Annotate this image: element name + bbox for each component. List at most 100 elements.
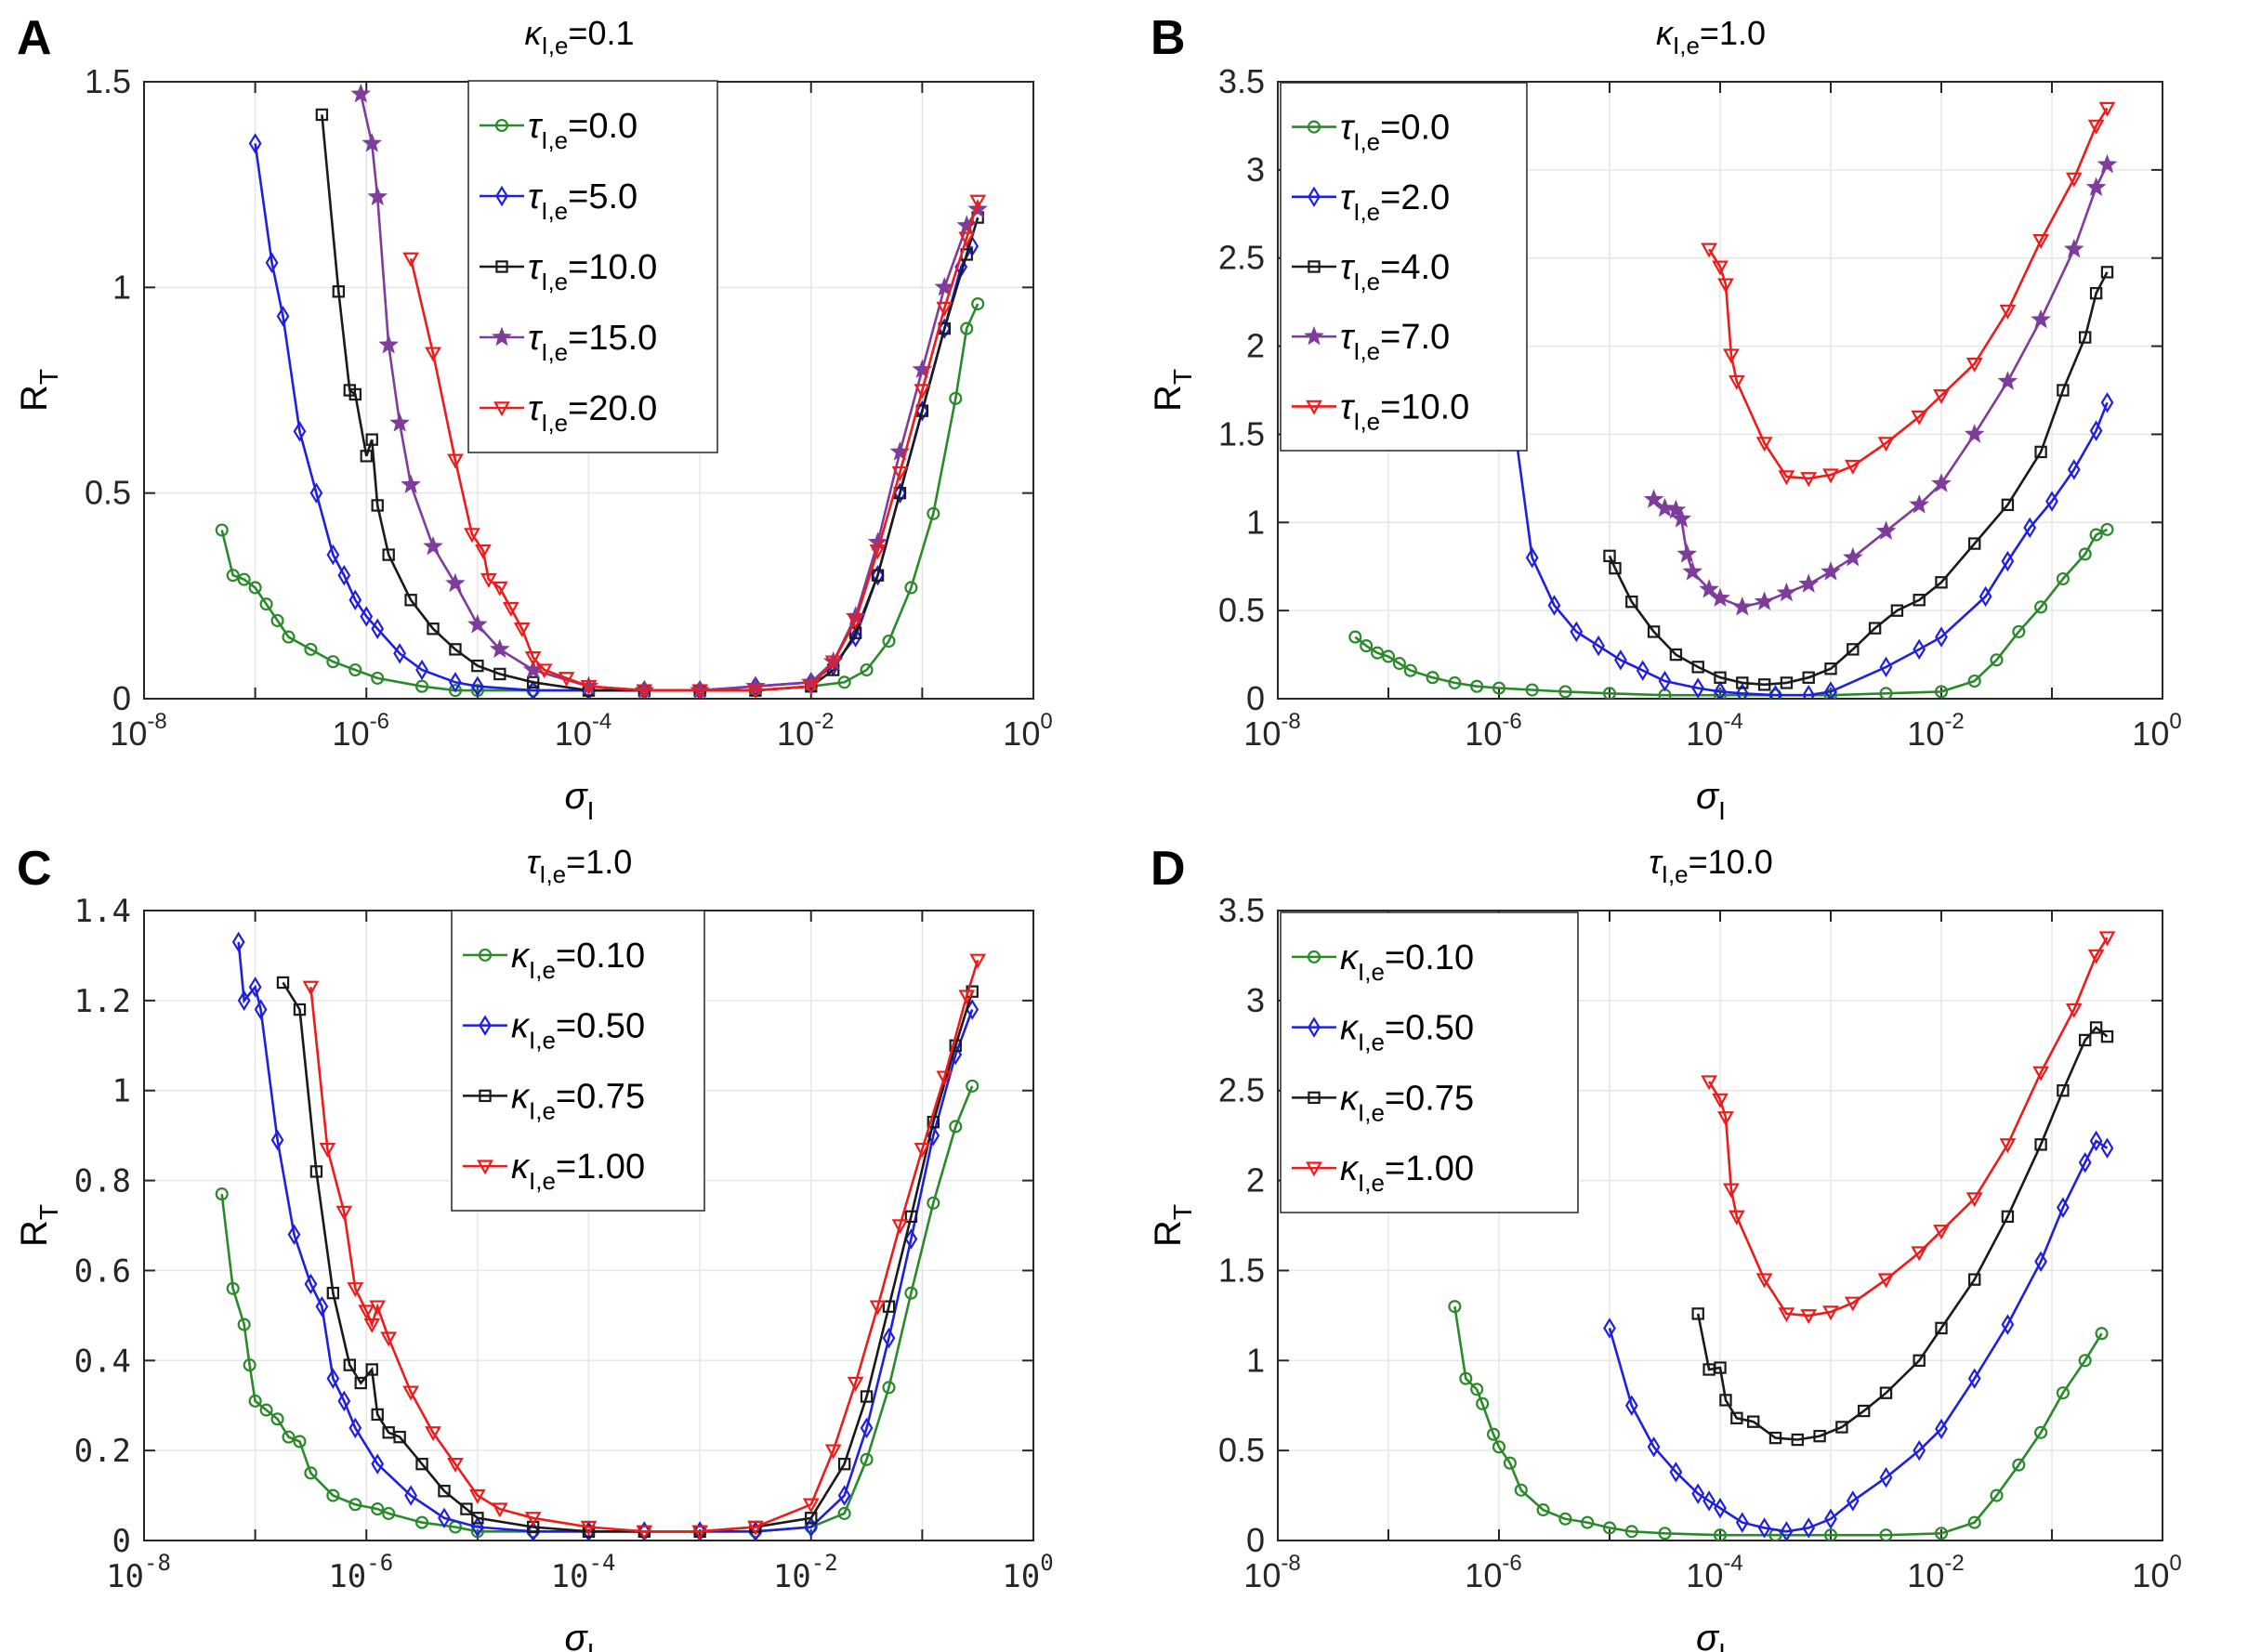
data-point [2032, 234, 2049, 250]
data-point [1990, 653, 2004, 667]
data-point [1857, 1404, 1871, 1418]
x-tick-label: 10-6 [1465, 709, 1521, 753]
data-point [1757, 1517, 1771, 1539]
data-point [2089, 1130, 2103, 1152]
data-point [2057, 1084, 2070, 1097]
data-point [460, 1502, 473, 1515]
data-point [380, 1331, 398, 1347]
data-point [1798, 573, 1820, 593]
data-point [1822, 1305, 1839, 1321]
data-point [747, 1520, 764, 1536]
data-point [447, 453, 464, 469]
data-point [302, 980, 320, 996]
data-point [2067, 459, 2081, 480]
data-point [2057, 384, 2070, 397]
data-point [1844, 1296, 1861, 1312]
legend-entry: κI,e=1.00 [1340, 1149, 1474, 1197]
legend: τI,e=0.0 τI,e=5.0 τI,e=10.0 τI,e=15.0 τI,e=2… [467, 80, 718, 453]
data-point [837, 1506, 851, 1520]
data-point [1514, 1483, 1528, 1497]
legend-entry: κI,e=0.50 [511, 1007, 645, 1055]
data-point [1348, 630, 1362, 644]
data-point [871, 565, 885, 586]
data-point [1735, 683, 1749, 699]
series-line [409, 201, 979, 692]
series-black [315, 108, 984, 697]
data-point [882, 1327, 896, 1349]
data-point [231, 931, 245, 953]
panel-letter: B [1150, 11, 1186, 65]
series-red [1701, 101, 2116, 488]
data-point [1735, 1512, 1749, 1533]
data-point [1691, 1483, 1705, 1504]
y-tick-label: 1.4 [74, 893, 131, 930]
data-point [1691, 1307, 1704, 1320]
data-point [259, 1403, 273, 1417]
data-point [2012, 1458, 2026, 1472]
data-point [1624, 1395, 1638, 1416]
data-point [915, 400, 929, 422]
data-point [2100, 392, 2114, 413]
data-point [337, 1390, 351, 1412]
x-axis-label: σI [1696, 1618, 1726, 1652]
data-point [904, 581, 918, 595]
data-point [1723, 1183, 1740, 1199]
data-point [425, 1426, 441, 1442]
y-tick-label: 0 [1246, 679, 1265, 717]
data-point [2089, 1021, 2103, 1034]
data-point [447, 1457, 464, 1473]
series-line [220, 1085, 974, 1533]
data-point [1997, 371, 2018, 390]
data-point [1935, 576, 1948, 589]
data-point [471, 659, 484, 673]
data-point [1558, 1512, 1572, 1526]
data-point [882, 634, 896, 649]
legend: τI,e=0.0 τI,e=2.0 τI,e=4.0 τI,e=7.0 τI,e=10.… [1280, 82, 1528, 452]
data-point [1712, 260, 1729, 276]
data-point [1731, 596, 1753, 616]
x-tick-label: 10-2 [1907, 1551, 1964, 1594]
x-tick-label: 10-4 [1686, 709, 1742, 753]
data-point [1717, 1111, 1734, 1127]
data-point [378, 334, 399, 354]
y-tick-label: 3.5 [1218, 62, 1265, 100]
data-point [1778, 1307, 1795, 1323]
y-tick-label: 0.5 [85, 474, 131, 512]
y-tick-label: 0 [112, 679, 131, 717]
data-point [1665, 499, 1687, 519]
data-point [1448, 675, 1462, 689]
x-tick-label: 10-8 [106, 1550, 171, 1595]
data-point [837, 1485, 851, 1506]
data-point [360, 606, 374, 627]
data-point [326, 1368, 340, 1389]
data-point [860, 1417, 874, 1439]
data-point [2032, 1066, 2049, 1082]
data-point [1824, 662, 1837, 675]
data-point [949, 391, 963, 405]
legend-entry: κI,e=1.00 [511, 1147, 645, 1195]
legend-entry: τI,e=20.0 [528, 389, 657, 437]
data-point [1691, 661, 1704, 674]
data-point [936, 1070, 953, 1086]
data-point [360, 450, 373, 463]
data-point [1934, 685, 1949, 699]
data-point [276, 306, 290, 327]
data-point [248, 581, 262, 595]
legend-marker [493, 401, 510, 417]
legend-entry: τI,e=15.0 [528, 319, 657, 366]
data-point [248, 1394, 262, 1408]
data-point [270, 1412, 284, 1426]
data-point [802, 680, 820, 695]
data-point [248, 977, 262, 998]
data-point [1624, 1525, 1638, 1539]
data-point [270, 613, 284, 627]
data-point [1868, 622, 1882, 635]
data-point [524, 651, 542, 666]
data-point [270, 1129, 284, 1151]
y-tick-label: 3 [1246, 981, 1265, 1019]
data-point [1802, 671, 1815, 684]
data-point [1448, 1300, 1462, 1314]
data-point [1459, 1371, 1473, 1385]
data-point [869, 544, 887, 559]
data-point [265, 252, 279, 273]
